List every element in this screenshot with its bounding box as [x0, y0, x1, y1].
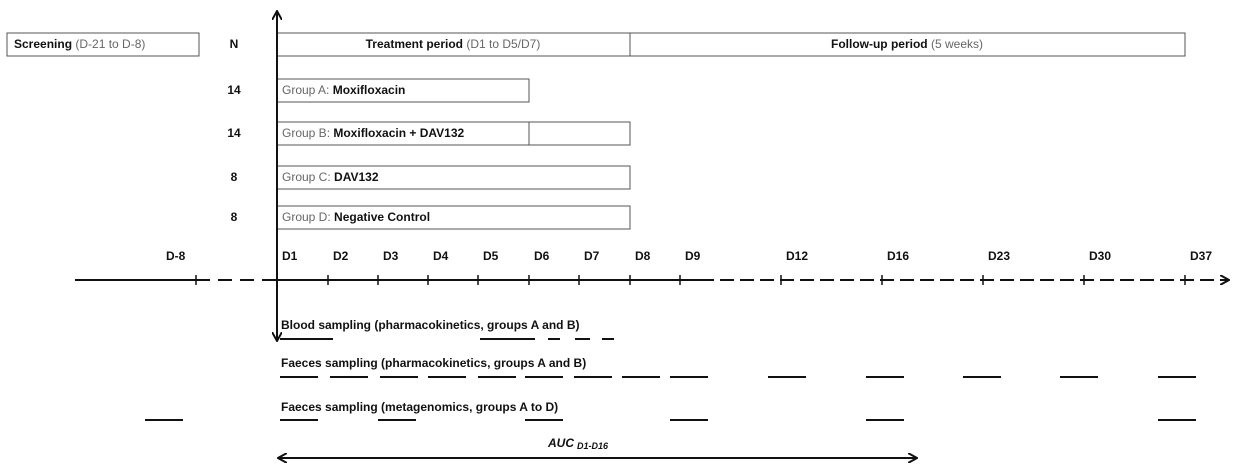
- sampling: Blood sampling (pharmacokinetics, groups…: [145, 318, 1196, 421]
- day-label: D-8: [166, 249, 186, 263]
- group-name: DAV132: [334, 170, 379, 184]
- groups: 14 Group A: Moxifloxacin 14 Group B: Moxifl…: [227, 83, 464, 224]
- day-label: D5: [483, 249, 499, 263]
- day-label: D30: [1089, 249, 1111, 263]
- treatment-label: Treatment period (D1 to D5/D7): [366, 37, 541, 51]
- group-n: 8: [231, 210, 238, 224]
- auc-main: AUC: [547, 436, 574, 450]
- group-label: Group A: Moxifloxacin: [282, 83, 405, 97]
- sampling-label: Faeces sampling (pharmacokinetics, group…: [281, 356, 586, 370]
- day-label: D12: [786, 249, 808, 263]
- group-prefix: Group B:: [282, 126, 333, 140]
- day-label: D16: [887, 249, 909, 263]
- group-prefix: Group D:: [282, 210, 334, 224]
- group-name: Moxifloxacin: [333, 83, 406, 97]
- screening-box: [6, 32, 200, 57]
- day-label: D37: [1190, 249, 1212, 263]
- n-header: N: [230, 37, 239, 51]
- day-label: D23: [988, 249, 1010, 263]
- day-label: D4: [433, 249, 449, 263]
- sampling-label: Faeces sampling (metagenomics, groups A …: [281, 400, 558, 414]
- day-label: D1: [282, 249, 298, 263]
- followup-bold: Follow-up period: [831, 37, 928, 51]
- day-label: D2: [333, 249, 349, 263]
- day-labels: D-8 D1 D2 D3 D4 D5 D6 D7 D8 D9 D12 D16 D23 D30 D37: [166, 249, 1212, 285]
- treatment-rest: (D1 to D5/D7): [463, 37, 540, 51]
- followup-box: [629, 32, 1186, 57]
- group-prefix: Group A:: [282, 83, 333, 97]
- day-label: D3: [383, 249, 399, 263]
- followup-rest: (5 weeks): [928, 37, 983, 51]
- group-n: 14: [227, 126, 241, 140]
- day-label: D7: [584, 249, 600, 263]
- group-prefix: Group C:: [282, 170, 334, 184]
- group-name: Negative Control: [334, 210, 430, 224]
- day-label: D6: [534, 249, 550, 263]
- auc-label: AUC D1-D16: [547, 436, 609, 451]
- group-label: Group D: Negative Control: [282, 210, 430, 224]
- screening-bold: Screening: [14, 37, 72, 51]
- group-label: Group B: Moxifloxacin + DAV132: [282, 126, 465, 140]
- day-label: D9: [685, 249, 701, 263]
- group-n: 8: [231, 170, 238, 184]
- screening-label: Screening (D-21 to D-8): [14, 37, 145, 51]
- followup-label: Follow-up period (5 weeks): [831, 37, 983, 51]
- auc-sub: D1-D16: [577, 441, 609, 451]
- treatment-bold: Treatment period: [366, 37, 463, 51]
- sampling-label: Blood sampling (pharmacokinetics, groups…: [281, 318, 579, 332]
- group-n: 14: [227, 83, 241, 97]
- screening-rest: (D-21 to D-8): [72, 37, 145, 51]
- group-name: Moxifloxacin + DAV132: [333, 126, 464, 140]
- group-label: Group C: DAV132: [282, 170, 379, 184]
- day-label: D8: [635, 249, 651, 263]
